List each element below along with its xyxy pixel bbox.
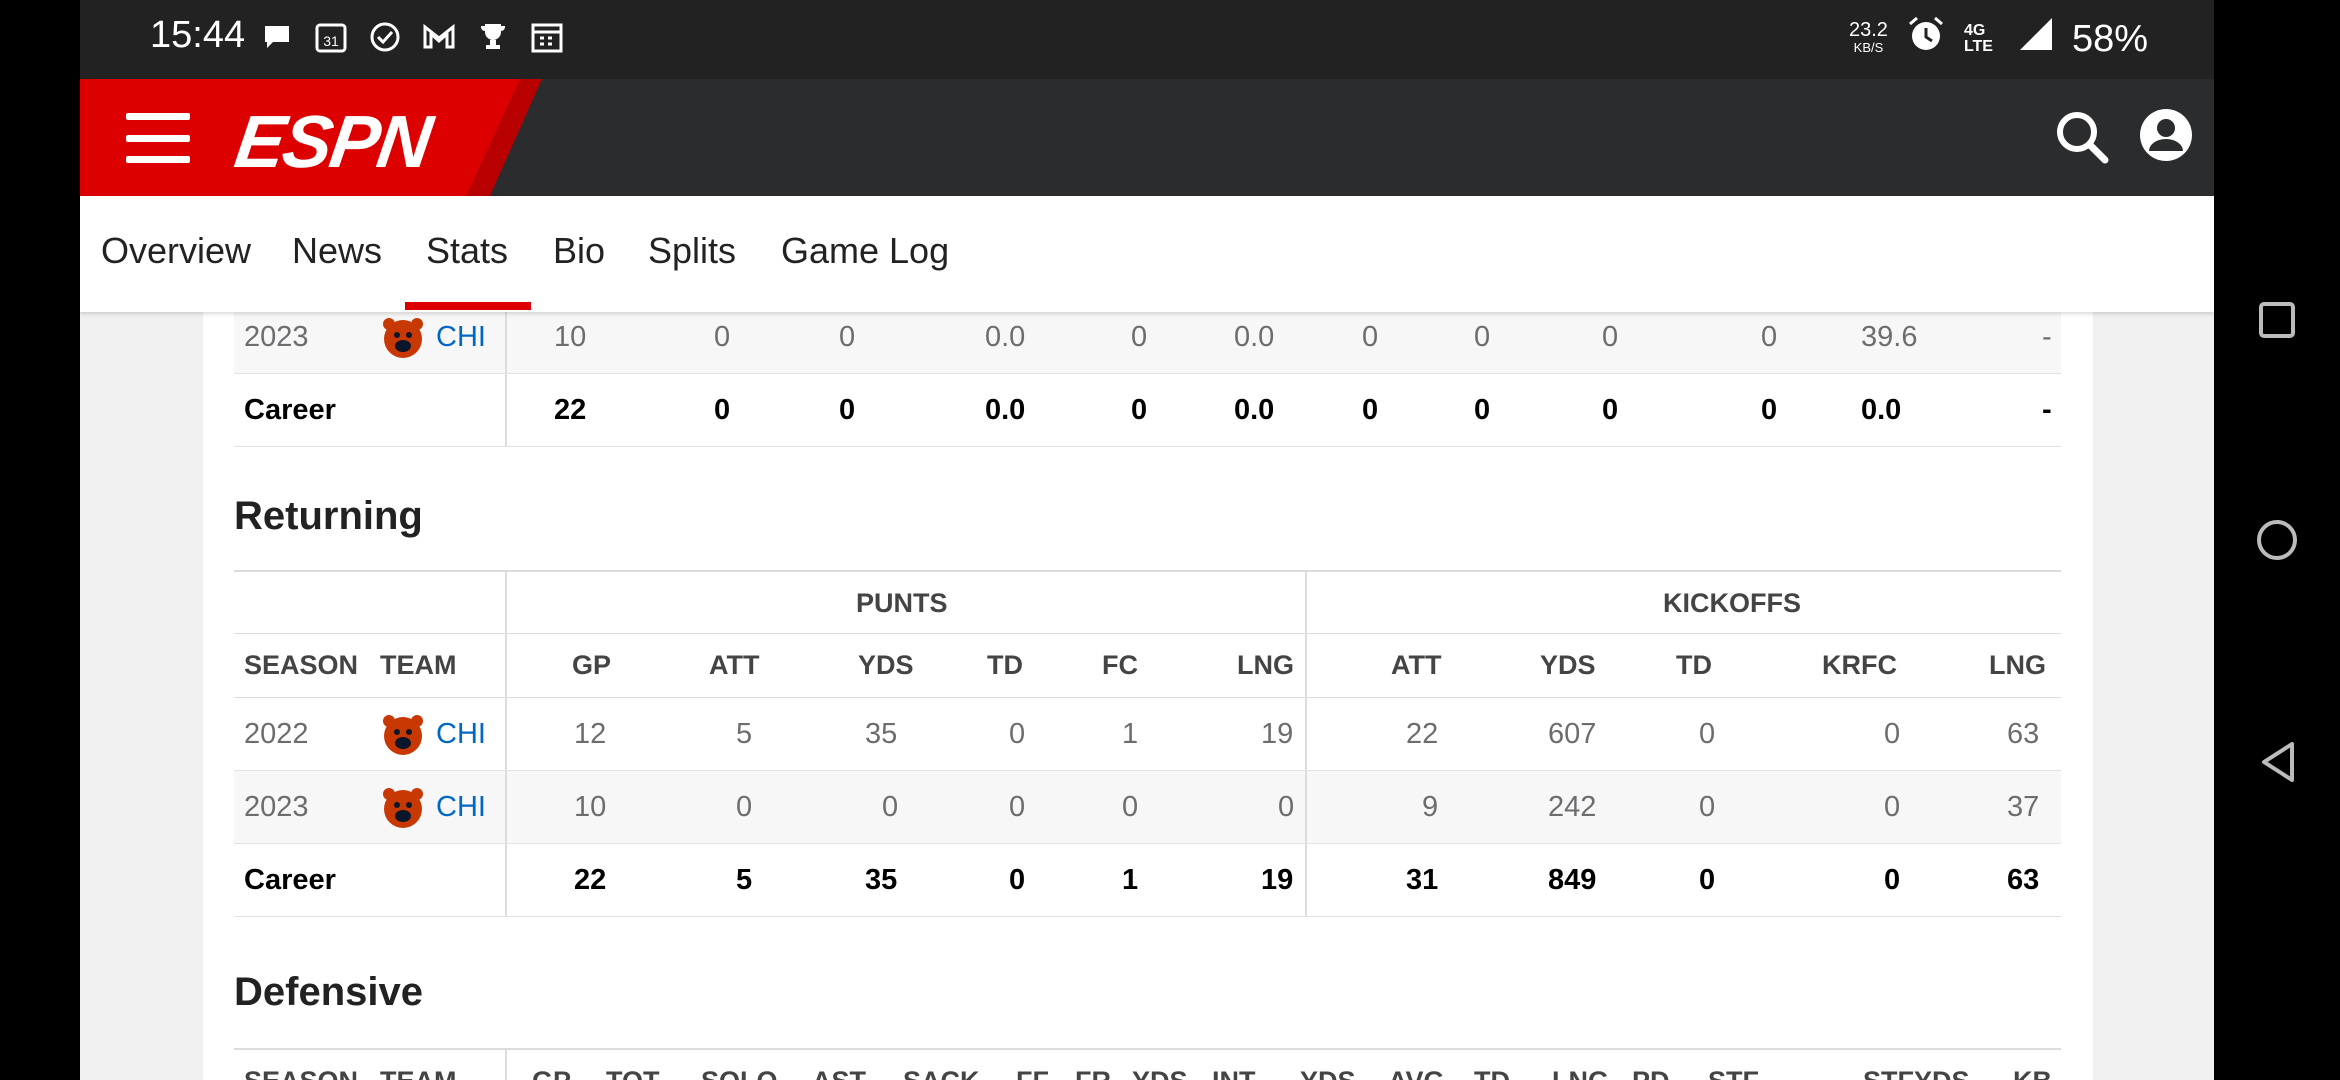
tab-news[interactable]: News xyxy=(292,230,383,271)
active-tab-indicator xyxy=(405,302,531,310)
home-button[interactable] xyxy=(2257,520,2297,560)
clock: 15:44 xyxy=(150,14,246,56)
device-screen: 15:44 31 23.2 KB/S xyxy=(80,0,2214,1080)
recents-button[interactable] xyxy=(2259,302,2295,338)
col-kick-td[interactable]: TD xyxy=(1676,650,1712,680)
group-punts: PUNTS xyxy=(856,588,948,618)
network-speed: 23.2 KB/S xyxy=(1849,19,1888,55)
team-link[interactable]: CHI xyxy=(380,771,486,844)
espn-header: ESPN xyxy=(80,79,2214,196)
col-punts-yds[interactable]: YDS xyxy=(858,650,914,680)
bears-logo-icon xyxy=(383,714,423,755)
tab-splits[interactable]: Splits xyxy=(648,230,737,271)
back-icon[interactable] xyxy=(2258,740,2298,784)
season-cell: 2023 xyxy=(244,321,309,353)
col-team[interactable]: TEAM xyxy=(380,650,457,680)
table-row: 2022 CHI 12 5 35 0 1 19 22 607 0 0 63 xyxy=(234,698,2061,771)
system-navigation xyxy=(2214,0,2340,1080)
menu-icon[interactable] xyxy=(126,113,190,163)
defensive-column-header: SEASON TEAM GP TOT SOLO AST SACK FF FR Y… xyxy=(234,1048,2061,1080)
col-punts-gp[interactable]: GP xyxy=(572,650,612,680)
tab-bio[interactable]: Bio xyxy=(553,230,606,271)
col-punts-att[interactable]: ATT xyxy=(709,650,760,680)
col-season[interactable]: SEASON xyxy=(244,650,359,680)
table-row: 2023 CHI 10 0 0 0.0 0 0.0 0 0 0 0 39.6 - xyxy=(234,301,2061,374)
gmail-icon xyxy=(422,20,456,54)
tab-overview[interactable]: Overview xyxy=(101,230,252,271)
status-right: 23.2 KB/S 4G LTE 58% xyxy=(1849,14,2148,64)
table-row-career: Career 22 5 35 0 1 19 31 849 0 0 63 xyxy=(234,844,2061,917)
returning-column-header: SEASON TEAM GP ATT YDS TD FC LNG ATT YDS… xyxy=(234,634,2061,698)
col-kick-att[interactable]: ATT xyxy=(1391,650,1442,680)
player-tabs: Overview News Stats Bio Splits Game Log xyxy=(80,196,2214,312)
team-link[interactable]: CHI xyxy=(380,301,486,374)
returning-title: Returning xyxy=(234,494,423,538)
status-bar: 15:44 31 23.2 KB/S xyxy=(80,0,2214,79)
returning-group-header: PUNTS KICKOFFS xyxy=(234,570,2061,634)
chat-icon xyxy=(260,20,294,54)
col-punts-td[interactable]: TD xyxy=(987,650,1023,680)
espn-logo[interactable]: ESPN xyxy=(230,100,436,183)
stats-content: 2023 CHI 10 0 0 0.0 0 0.0 0 0 0 0 39.6 -… xyxy=(203,301,2093,1080)
col-punts-fc[interactable]: FC xyxy=(1102,650,1138,680)
col-kick-lng[interactable]: LNG xyxy=(1989,650,2046,680)
calendar-grid-icon xyxy=(530,20,564,54)
defensive-title: Defensive xyxy=(234,970,423,1014)
alarm-icon xyxy=(1906,14,1946,64)
network-type: 4G LTE xyxy=(1963,22,1993,55)
table-row-career: Career 22 0 0 0.0 0 0.0 0 0 0 0 0.0 - xyxy=(234,374,2061,447)
tab-game-log[interactable]: Game Log xyxy=(781,230,950,271)
col-kick-yds[interactable]: YDS xyxy=(1540,650,1596,680)
bears-logo-icon xyxy=(383,787,423,828)
signal-icon xyxy=(2018,16,2054,62)
bears-logo-icon xyxy=(383,317,423,358)
group-kickoffs: KICKOFFS xyxy=(1663,588,1801,618)
svg-text:31: 31 xyxy=(323,33,339,49)
battery-level: 58% xyxy=(2071,17,2148,60)
col-punts-lng[interactable]: LNG xyxy=(1237,650,1294,680)
notification-icons: 31 xyxy=(260,20,564,54)
search-icon[interactable] xyxy=(2054,109,2110,165)
table-row: 2023 CHI 10 0 0 0 0 0 9 242 0 0 37 xyxy=(234,771,2061,844)
trophy-icon xyxy=(476,20,510,54)
check-icon xyxy=(368,20,402,54)
tab-stats[interactable]: Stats xyxy=(426,230,509,271)
team-link[interactable]: CHI xyxy=(380,698,486,771)
col-kick-krfc[interactable]: KRFC xyxy=(1822,650,1897,680)
account-icon[interactable] xyxy=(2138,107,2194,163)
calendar-icon: 31 xyxy=(314,20,348,54)
